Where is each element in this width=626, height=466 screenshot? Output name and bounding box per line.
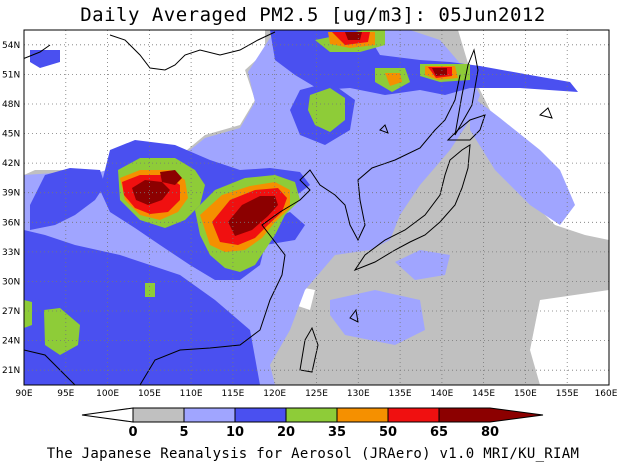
lon-tick: 125E bbox=[305, 389, 328, 399]
lon-tick: 150E bbox=[514, 389, 537, 399]
colorbar-segment bbox=[234, 407, 287, 423]
colorbar-label: 50 bbox=[379, 425, 397, 440]
grid-lines bbox=[24, 30, 609, 385]
lat-tick: 30N bbox=[2, 278, 20, 288]
colorbar-label: 80 bbox=[481, 425, 499, 440]
colorbar-label: 35 bbox=[328, 425, 346, 440]
lon-tick: 90E bbox=[15, 389, 32, 399]
colorbar-segment bbox=[336, 407, 389, 423]
lat-tick: 36N bbox=[2, 218, 20, 228]
lon-axis: 90E 95E 100E 105E 110E 115E 120E 125E 13… bbox=[15, 389, 617, 399]
field-gt80 bbox=[132, 32, 447, 236]
lat-tick: 21N bbox=[2, 366, 20, 376]
colorbar bbox=[81, 407, 544, 423]
lon-tick: 105E bbox=[138, 389, 161, 399]
footer-credit: The Japanese Reanalysis for Aerosol (JRA… bbox=[46, 446, 580, 462]
lat-tick: 24N bbox=[2, 337, 20, 347]
lat-tick: 45N bbox=[2, 130, 20, 140]
lat-tick: 54N bbox=[2, 41, 20, 51]
lat-tick: 48N bbox=[2, 100, 20, 110]
lat-tick: 51N bbox=[2, 70, 20, 80]
lat-tick: 42N bbox=[2, 159, 20, 169]
lon-tick: 100E bbox=[96, 389, 119, 399]
lon-tick: 115E bbox=[221, 389, 244, 399]
colorbar-segment bbox=[438, 407, 544, 423]
colorbar-label: 20 bbox=[277, 425, 295, 440]
map-frame bbox=[23, 29, 610, 386]
colorbar-label: 65 bbox=[430, 425, 448, 440]
colorbar-segment bbox=[285, 407, 338, 423]
coastlines bbox=[24, 31, 553, 385]
lon-tick: 155E bbox=[556, 389, 579, 399]
colorbar-segment bbox=[132, 407, 185, 423]
colorbar-label: 0 bbox=[128, 425, 137, 440]
lon-tick: 135E bbox=[389, 389, 412, 399]
lon-tick: 95E bbox=[57, 389, 74, 399]
colorbar-segment bbox=[81, 407, 134, 423]
lon-tick: 110E bbox=[180, 389, 203, 399]
colorbar-segment bbox=[183, 407, 236, 423]
colorbar-segment bbox=[387, 407, 440, 423]
colorbar-label: 10 bbox=[226, 425, 244, 440]
map-title: Daily Averaged PM2.5 [ug/m3]: 05Jun2012 bbox=[80, 4, 546, 26]
lat-tick: 27N bbox=[2, 307, 20, 317]
lat-tick: 39N bbox=[2, 189, 20, 199]
lon-tick: 130E bbox=[347, 389, 370, 399]
lat-tick: 33N bbox=[2, 248, 20, 258]
lon-tick: 160E bbox=[595, 389, 618, 399]
colorbar-labels: 0 5 10 20 35 50 65 80 bbox=[128, 425, 499, 440]
lat-axis: 54N 51N 48N 45N 42N 39N 36N 33N 30N 27N … bbox=[2, 41, 20, 376]
lon-tick: 120E bbox=[263, 389, 286, 399]
lon-tick: 145E bbox=[472, 389, 495, 399]
colorbar-label: 5 bbox=[179, 425, 188, 440]
lon-tick: 140E bbox=[430, 389, 453, 399]
